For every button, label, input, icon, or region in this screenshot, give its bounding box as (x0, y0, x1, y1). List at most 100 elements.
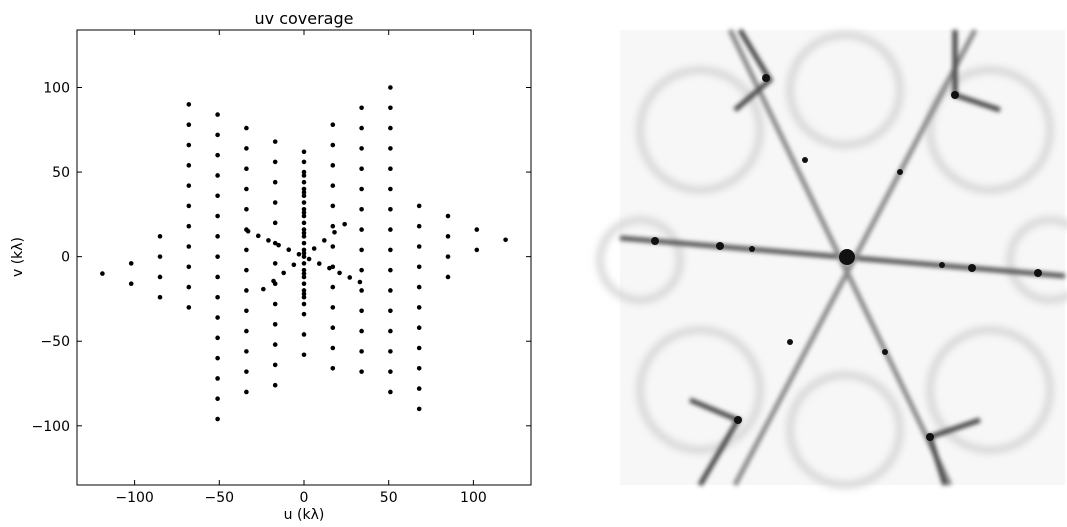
uv-point (272, 139, 278, 144)
uv-point (359, 125, 364, 131)
uv-point (388, 308, 393, 314)
psf-image (597, 28, 1067, 488)
uv-point (301, 267, 307, 273)
uv-point (359, 288, 364, 293)
uv-point (301, 169, 307, 175)
uv-point (157, 294, 163, 300)
uv-point (388, 125, 393, 131)
uv-point (215, 416, 220, 422)
uv-point (337, 270, 342, 276)
uv-point (301, 220, 307, 226)
uv-point (357, 279, 363, 285)
uv-point (215, 254, 220, 259)
uv-point (244, 125, 249, 131)
uv-point (301, 254, 307, 259)
uv-point (388, 105, 393, 111)
uv-point (301, 206, 307, 212)
uv-point (244, 247, 249, 253)
uv-point (157, 274, 163, 280)
uv-point (388, 166, 393, 171)
uv-point (286, 247, 292, 253)
uv-point (271, 278, 276, 284)
uv-point (244, 308, 249, 314)
x-tick-label: −50 (205, 490, 235, 506)
uv-point (416, 365, 422, 371)
uv-point (359, 267, 364, 273)
uv-point (186, 183, 192, 188)
uv-point (281, 270, 286, 276)
uv-point (330, 284, 336, 290)
uv-point (244, 146, 249, 151)
chart-title: uv coverage (255, 9, 354, 28)
uv-point (388, 389, 393, 395)
x-tick-label: 100 (460, 490, 487, 506)
uv-point (416, 264, 422, 270)
uv-point (301, 271, 307, 276)
uv-point (359, 227, 364, 232)
uv-point (301, 281, 307, 287)
uv-point (272, 362, 278, 368)
uv-point (330, 223, 336, 229)
y-tick-label: 50 (52, 165, 70, 181)
uv-point (272, 240, 278, 246)
uv-point (186, 122, 192, 128)
sidelobe-pattern (597, 32, 1067, 488)
uv-point (416, 406, 422, 412)
uv-point (272, 179, 278, 185)
uv-point (301, 301, 307, 307)
uv-point (186, 223, 192, 229)
uv-point (186, 163, 192, 168)
uv-point (388, 206, 393, 212)
uv-point (157, 234, 163, 239)
uv-point (330, 325, 336, 330)
uv-point (359, 206, 364, 212)
uv-point (359, 328, 364, 334)
uv-point (301, 311, 307, 317)
x-tick-label: 50 (380, 490, 398, 506)
uv-point (272, 322, 278, 327)
uv-point (215, 396, 220, 402)
uv-point (301, 200, 307, 205)
uv-point (388, 227, 393, 232)
uv-point (311, 246, 317, 251)
uv-point (244, 369, 249, 374)
uv-point (215, 335, 220, 341)
uv-point (416, 284, 422, 290)
uv-point (388, 146, 393, 151)
uv-point (301, 352, 307, 358)
uv-point (416, 223, 422, 229)
uv-point (332, 229, 337, 235)
uv-point (244, 349, 249, 354)
uv-point (301, 230, 307, 236)
y-tick-label: −50 (40, 334, 70, 350)
uv-point (301, 274, 307, 280)
uv-point (244, 389, 249, 395)
uv-point (301, 288, 307, 293)
uv-point (388, 186, 393, 192)
uv-point (388, 328, 393, 334)
uv-point (416, 203, 422, 209)
uv-point (100, 271, 105, 276)
uv-point (503, 237, 508, 243)
uv-point (215, 234, 220, 239)
uv-point (327, 265, 332, 271)
uv-point (388, 349, 393, 354)
y-tick-label: −100 (32, 419, 70, 435)
uv-point (301, 291, 307, 297)
uv-point (342, 221, 347, 227)
uv-point (301, 250, 307, 256)
uv-point (276, 242, 281, 248)
x-tick-label: 0 (300, 490, 309, 506)
uv-point (255, 233, 261, 239)
uv-point (445, 254, 451, 259)
uv-point (215, 294, 220, 300)
uv-point (301, 227, 307, 232)
x-axis-label: u (kλ) (284, 507, 325, 523)
uv-point (244, 328, 249, 334)
uv-point (215, 152, 220, 158)
uv-point (296, 251, 302, 257)
uv-point (416, 386, 422, 391)
uv-point (416, 244, 422, 249)
uv-point (330, 183, 336, 188)
uv-point (266, 238, 271, 243)
